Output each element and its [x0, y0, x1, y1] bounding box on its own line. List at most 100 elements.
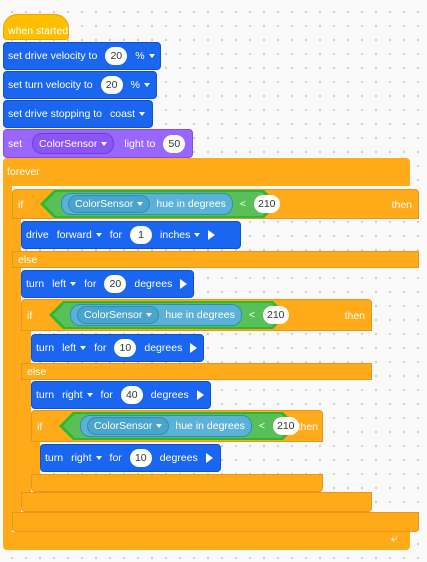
turn-angle-input[interactable]: 10 [114, 339, 137, 357]
turn-direction-dropdown[interactable]: left [52, 278, 77, 290]
turn-for-block-1[interactable]: turn left for 20 degrees [21, 270, 194, 298]
operator-2-content: ColorSensor hue in degrees < 210 [67, 304, 293, 326]
compare-value-3[interactable]: 210 [273, 417, 299, 435]
unit-label: % [135, 50, 145, 62]
direction-label: right [62, 389, 83, 401]
chevron-down-icon [86, 393, 93, 397]
play-arrow-icon [196, 390, 204, 400]
unit-label: degrees [150, 389, 189, 401]
chevron-down-icon [137, 202, 144, 206]
stopping-mode-label: coast [109, 108, 136, 120]
chevron-down-icon [143, 83, 150, 87]
block-label: set turn velocity to [8, 79, 93, 91]
if-block-2-footer [21, 492, 372, 512]
hue-label: hue in degrees [156, 198, 226, 210]
drive-unit-dropdown[interactable]: inches [160, 229, 201, 241]
then-label: then [297, 421, 318, 433]
turn-velocity-unit-dropdown[interactable]: % [131, 79, 150, 91]
turn-angle-input[interactable]: 40 [120, 386, 143, 404]
if-block-2-arm [21, 331, 31, 363]
sensor-dropdown-1[interactable]: ColorSensor [68, 195, 151, 213]
play-arrow-icon [205, 453, 213, 463]
repeat-arrow-icon: ⤶ [390, 530, 398, 545]
compare-value-2[interactable]: 210 [263, 306, 289, 324]
turn-for-block-4[interactable]: turn right for 10 degrees [40, 444, 221, 472]
if-block-3-footer [31, 474, 323, 492]
drive-distance-input[interactable]: 1 [130, 226, 153, 244]
block-label: turn [45, 452, 64, 464]
for-label: for [109, 229, 123, 241]
direction-label: left [62, 342, 77, 354]
direction-label: forward [56, 229, 92, 241]
forever-block[interactable]: forever [3, 158, 410, 186]
drive-direction-dropdown[interactable]: forward [57, 229, 102, 241]
set-drive-velocity-block[interactable]: set drive velocity to 20 % [3, 42, 161, 70]
sensor-label: ColorSensor [39, 137, 98, 150]
block-label: set drive velocity to [8, 50, 98, 62]
forever-block-arm [3, 186, 12, 532]
turn-direction-dropdown[interactable]: left [62, 342, 87, 354]
turn-direction-dropdown[interactable]: right [62, 389, 93, 401]
compare-value-1[interactable]: 210 [254, 195, 280, 213]
chevron-down-icon [146, 313, 153, 317]
block-label: turn [36, 342, 55, 354]
then-label: then [391, 199, 412, 211]
drive-velocity-unit-dropdown[interactable]: % [135, 50, 155, 62]
hue-reporter-1[interactable]: ColorSensor hue in degrees [61, 193, 233, 215]
if-label: if [18, 199, 24, 211]
light-sensor-dropdown[interactable]: ColorSensor [32, 133, 115, 154]
turn-for-block-2[interactable]: turn left for 10 degrees [31, 334, 204, 362]
turn-for-block-3[interactable]: turn right for 40 degrees [31, 381, 211, 409]
set-drive-stopping-block[interactable]: set drive stopping to coast [3, 100, 153, 128]
for-label: for [109, 452, 122, 464]
turn-direction-dropdown[interactable]: right [71, 452, 102, 464]
unit-label: degrees [159, 452, 198, 464]
block-label: set [8, 137, 23, 150]
stopping-mode-dropdown[interactable]: coast [109, 108, 146, 120]
play-arrow-icon [180, 279, 188, 289]
sensor-label: ColorSensor [84, 309, 143, 321]
sensor-dropdown-3[interactable]: ColorSensor [87, 417, 170, 435]
chevron-down-icon [194, 233, 201, 237]
block-label: turn [36, 389, 55, 401]
if-block-1-footer [12, 512, 419, 532]
if-block-3-arm [31, 442, 40, 474]
operator-symbol: < [248, 309, 255, 321]
when-started-hat-block[interactable]: when started [3, 14, 69, 40]
if-label: if [27, 310, 33, 322]
operator-symbol: < [258, 420, 265, 432]
unit-label: degrees [144, 342, 183, 354]
block-label: light to [124, 137, 156, 150]
unit-label: inches [160, 229, 191, 241]
drive-velocity-input[interactable]: 20 [105, 47, 128, 65]
forever-block-footer: ⤶ [3, 530, 410, 550]
if-block-1-else-arm [12, 268, 21, 514]
for-label: for [84, 278, 97, 290]
light-value-input[interactable]: 50 [163, 134, 186, 153]
turn-angle-input[interactable]: 10 [129, 449, 152, 467]
hue-label: hue in degrees [175, 420, 245, 432]
turn-angle-input[interactable]: 20 [104, 275, 127, 293]
hue-reporter-2[interactable]: ColorSensor hue in degrees [70, 304, 242, 326]
sensor-dropdown-2[interactable]: ColorSensor [77, 306, 160, 324]
unit-label: % [130, 79, 140, 91]
operator-symbol: < [239, 198, 246, 210]
turn-velocity-input[interactable]: 20 [100, 76, 123, 94]
else-label: else [27, 366, 47, 378]
set-turn-velocity-block[interactable]: set turn velocity to 20 % [3, 71, 157, 99]
else-bar-1: else [12, 251, 419, 268]
chevron-down-icon [95, 456, 102, 460]
for-label: for [94, 342, 107, 354]
block-label: drive [26, 229, 49, 241]
unit-label: degrees [134, 278, 173, 290]
chevron-down-icon [156, 424, 163, 428]
else-label: else [18, 254, 38, 266]
unit-label: % [193, 137, 203, 150]
chevron-down-icon [101, 141, 108, 146]
set-light-block[interactable]: set ColorSensor light to 50 % [3, 129, 203, 158]
chevron-down-icon [80, 346, 87, 350]
hue-reporter-3[interactable]: ColorSensor hue in degrees [80, 415, 252, 437]
if-block-2-else-arm [21, 380, 31, 492]
sensor-label: ColorSensor [75, 198, 134, 210]
drive-for-block[interactable]: drive forward for 1 inches [21, 221, 241, 249]
